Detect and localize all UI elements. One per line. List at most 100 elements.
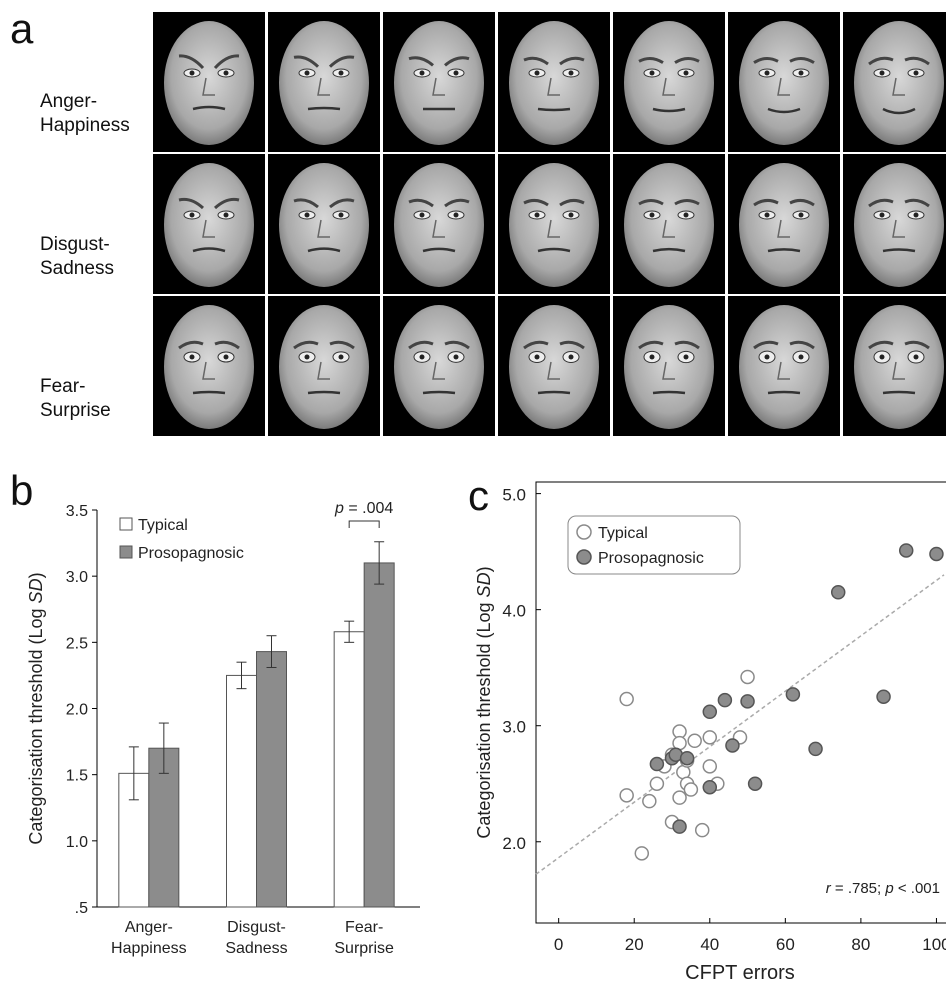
brow-right — [674, 199, 700, 206]
brow-right — [444, 340, 470, 350]
nose — [317, 77, 330, 96]
pupil-left — [534, 70, 540, 76]
pupil-right — [568, 212, 574, 218]
x-tick-label-line2: Surprise — [334, 940, 394, 957]
legend-label: Prosopagnosic — [598, 550, 704, 567]
pupil-left — [189, 212, 195, 218]
brow-right — [904, 56, 930, 66]
bar-prosopagnosic — [363, 562, 395, 908]
brow-right — [904, 198, 930, 208]
nose — [777, 361, 790, 380]
face-oval — [509, 21, 599, 145]
bar-typical — [333, 631, 365, 908]
nose — [662, 361, 675, 380]
bar-typical — [226, 674, 257, 908]
row-label-disgust-sadness: Disgust- Sadness — [40, 233, 114, 281]
legend-label: Prosopagnosic — [138, 545, 244, 562]
y-tick-label: 5.0 — [502, 486, 526, 505]
face-oval — [279, 163, 369, 287]
mouth — [882, 390, 916, 395]
pupil-left — [764, 354, 770, 360]
mouth — [537, 390, 571, 395]
data-point-typical — [672, 790, 687, 805]
brow-left — [178, 340, 204, 350]
brow-left — [753, 57, 779, 64]
y-tick-label: 2.0 — [66, 702, 88, 719]
y-tick-label: 3.5 — [66, 503, 88, 520]
face-oval — [739, 305, 829, 429]
data-point-typical — [642, 793, 657, 809]
brow-right — [213, 197, 240, 210]
face-oval — [394, 305, 484, 429]
face-stimulus — [268, 154, 380, 294]
legend-marker-prosopagnosic — [576, 549, 592, 565]
y-tick-label: 1.5 — [66, 768, 88, 785]
data-point-typical — [649, 776, 665, 791]
p-value: = .004 — [344, 500, 393, 517]
pupil-right — [568, 354, 574, 360]
face-stimulus — [383, 296, 495, 436]
data-point-prosopagnosic — [702, 779, 718, 795]
p-value-annotation: p = .004 — [334, 500, 393, 517]
brow-left — [408, 340, 434, 350]
face-oval — [279, 305, 369, 429]
brow-right — [444, 198, 470, 208]
face-oval — [164, 163, 254, 287]
mouth — [652, 247, 686, 253]
face-stimulus — [613, 296, 725, 436]
data-point-typical — [619, 691, 634, 707]
face-stimulus — [498, 12, 610, 152]
pupil-right — [683, 212, 689, 218]
brow-right — [904, 340, 930, 350]
face-oval — [164, 305, 254, 429]
pupil-left — [764, 212, 770, 218]
row-label-line2: Happiness — [40, 115, 130, 136]
pupil-left — [304, 354, 310, 360]
row-label-line1: Anger- — [40, 91, 98, 112]
face-oval — [624, 21, 714, 145]
brow-right — [559, 340, 585, 350]
brow-left — [638, 199, 664, 206]
row-label-line1: Disgust- — [40, 234, 110, 255]
face-stimulus — [383, 154, 495, 294]
face-oval — [624, 163, 714, 287]
brow-left — [293, 198, 319, 209]
y-axis-label: Categorisation threshold (Log SD) — [26, 572, 46, 844]
nose — [432, 361, 445, 380]
x-tick-label: 0 — [554, 935, 563, 954]
pupil-right — [568, 70, 574, 76]
data-point-prosopagnosic — [740, 694, 755, 709]
brow-right — [789, 57, 815, 64]
face-oval — [624, 305, 714, 429]
legend-marker-typical — [576, 524, 592, 540]
face-stimulus — [728, 296, 840, 436]
nose — [662, 219, 675, 238]
mouth — [307, 106, 341, 111]
pupil-right — [453, 212, 459, 218]
y-axis-label-suffix: ) — [474, 566, 494, 572]
brow-right — [213, 54, 240, 70]
brow-left — [523, 340, 549, 350]
data-point-prosopagnosic — [830, 585, 846, 600]
brow-right — [674, 57, 700, 64]
pupil-right — [798, 354, 804, 360]
brow-left — [638, 57, 664, 64]
y-axis-label-text: Categorisation threshold (Log — [26, 603, 46, 844]
pupil-left — [649, 70, 655, 76]
data-point-typical — [740, 669, 755, 685]
face-oval — [279, 21, 369, 145]
x-axis-label: CFPT errors — [685, 962, 795, 984]
brow-right — [789, 198, 815, 207]
nose — [777, 219, 790, 238]
y-axis-label-italic: SD — [26, 578, 46, 603]
row-label-line1: Fear- — [40, 376, 86, 397]
brow-left — [523, 56, 549, 66]
row-label-fear-surprise: Fear- Surprise — [40, 375, 111, 423]
pupil-left — [649, 354, 655, 360]
data-point-prosopagnosic — [725, 738, 740, 753]
pupil-right — [683, 70, 689, 76]
brow-left — [408, 198, 434, 208]
pupil-left — [879, 212, 885, 218]
row-label-line2: Surprise — [40, 400, 111, 421]
pupil-left — [419, 354, 425, 360]
